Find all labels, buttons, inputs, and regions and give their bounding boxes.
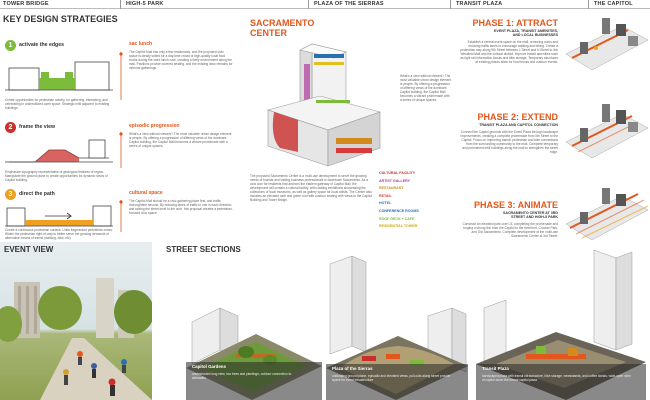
legend-retail: RETAIL	[379, 193, 392, 198]
strategy-number-3: 3	[5, 189, 16, 200]
section-1-desc: unobstructed long view, low trees and pl…	[192, 372, 292, 380]
event-view-scene	[0, 278, 152, 400]
strategy-diagram-1	[5, 61, 113, 91]
phase-2-text: Connect the Capitol grounds with the Eve…	[460, 130, 558, 154]
legend-hotel: HOTEL	[379, 201, 392, 206]
section-3-caption-bg	[476, 364, 646, 400]
section-2-name: Plaza of the Sierras	[332, 366, 373, 371]
center-title-line2: CENTER	[250, 28, 288, 38]
header-transit-plaza: TRANSIT PLAZA	[456, 1, 503, 7]
header-tower-bridge: TOWER BRIDGE	[3, 1, 49, 7]
phase-1-text: Establish a central event space on the m…	[460, 40, 558, 64]
strategy-diagram-3	[5, 205, 113, 227]
header-high5-park: HIGH-5 PARK	[126, 1, 164, 7]
legend-cultural-facility: CULTURAL FACILITY	[379, 171, 416, 175]
legend-restaurant: RESTAURANT	[379, 186, 404, 191]
section-3-name: Transit Plaza	[482, 366, 509, 371]
phase-3-text: Construct an elevated park over I-5, com…	[462, 222, 558, 238]
strategy-arrow-3	[119, 200, 123, 232]
center-building-model	[266, 43, 382, 167]
section-capitol-gardens: Capitol Gardens unobstructed long view, …	[186, 290, 322, 400]
section-plaza-sierras: Plaza of the Sierras undulating ground p…	[326, 256, 468, 400]
strategy-number-2: 2	[5, 122, 16, 133]
strategy-label-1: activate the edges	[19, 42, 64, 48]
strategy-tag-1: sac lunch	[129, 41, 153, 47]
strategy-text-2: Emphasize topography representative of g…	[5, 170, 108, 182]
legend-roof-deck-cafe: ROOF DECK + CAFE	[379, 216, 415, 221]
event-view-title: EVENT VIEW	[4, 245, 54, 254]
event-view-image: EVENT VIEW	[0, 242, 152, 400]
center-title-line1: SACRAMENTO	[250, 18, 315, 28]
header-divider	[588, 0, 589, 9]
strategy-detail-2: What's a view without viewers? The most …	[129, 132, 232, 148]
section-1-caption-bg	[186, 362, 322, 400]
strategy-arrow-1	[119, 52, 123, 100]
street-sections: STREET SECTIONS Capitol Gardens unobstru…	[156, 242, 650, 400]
strategy-diagram-2	[5, 139, 113, 163]
phase-3-sub2: STREET AND HIGH-5 PARK	[511, 215, 558, 219]
strategy-detail-1: The Capitol Mall has only a few restaura…	[129, 50, 233, 70]
center-title: SACRAMENTO CENTER	[250, 18, 314, 38]
header-the-capitol: THE CAPITOL	[594, 1, 633, 7]
phase-1-title: PHASE 1: ATTRACT	[472, 18, 559, 28]
phase-2-title: PHASE 2: EXTEND	[477, 112, 558, 122]
phase-1-diagram	[565, 18, 649, 71]
header-bar: TOWER BRIDGE HIGH-5 PARK PLAZA OF THE SI…	[0, 0, 650, 9]
center-legend: CULTURAL FACILITY ARTIST GALLERY RESTAUR…	[379, 170, 449, 231]
phase-1-sub1: EVENT PLAZA, TRANSIT AMENITIES,	[494, 29, 558, 33]
strategies-title: KEY DESIGN STRATEGIES	[3, 14, 118, 24]
key-design-strategies: KEY DESIGN STRATEGIES 1 activate the edg…	[3, 14, 233, 240]
section-transit-plaza: Transit Plaza hardscaped plaza with tran…	[476, 250, 646, 400]
header-divider	[120, 0, 121, 9]
strategy-text-3: Create a continuous pedestrian surface. …	[5, 228, 113, 240]
section-3-desc: hardscaped plaza with transit infrastruc…	[482, 374, 631, 382]
header-plaza-sierras: PLAZA OF THE SIERRAS	[314, 1, 384, 7]
phase-3-diagram	[565, 188, 649, 241]
strategy-arrow-2	[119, 132, 123, 168]
header-divider	[450, 0, 451, 9]
legend-residential-tower: RESIDENTIAL TOWER	[379, 224, 418, 229]
legend-artist-gallery: ARTIST GALLERY	[379, 178, 411, 183]
header-divider	[308, 0, 309, 9]
phase-2-sub1: TRANSIT PLAZA AND CAPITOL CONNECTION	[479, 123, 558, 127]
strategy-detail-3: The Capitol Mall should be a civic gathe…	[129, 199, 233, 215]
phases-panel: PHASE 1: ATTRACT EVENT PLAZA, TRANSIT AM…	[454, 12, 650, 242]
section-1-name: Capitol Gardens	[192, 364, 226, 369]
section-2-desc: undulating ground plane, episodic and el…	[332, 374, 451, 382]
strategy-text-1: Create opportunities for pedestrian acti…	[5, 98, 110, 110]
strategy-number-1: 1	[5, 40, 16, 51]
legend-conference-rooms: CONFERENCE ROOMS	[379, 208, 419, 213]
strategy-label-3: direct the path	[19, 191, 55, 197]
center-description: The proposed Sacramento Center is a mult…	[250, 174, 373, 202]
strategy-tag-3: cultural space	[129, 190, 163, 196]
sacramento-center: SACRAMENTO CENTER What's a view without …	[236, 14, 452, 240]
strategy-tag-2: episodic progression	[129, 123, 180, 129]
center-callout-text: What's a view without viewers? The most …	[400, 74, 452, 102]
sections-title: STREET SECTIONS	[166, 245, 241, 254]
phase-2-diagram	[565, 104, 649, 159]
phase-3-title: PHASE 3: ANIMATE	[473, 200, 558, 210]
section-2-caption-bg	[326, 364, 468, 400]
phase-1-sub2: AND LOCAL BUSINESSES	[512, 33, 558, 37]
strategy-label-2: frame the view	[19, 124, 56, 130]
phase-3-sub1: SACRAMENTO CENTER AT 3RD	[502, 211, 558, 215]
